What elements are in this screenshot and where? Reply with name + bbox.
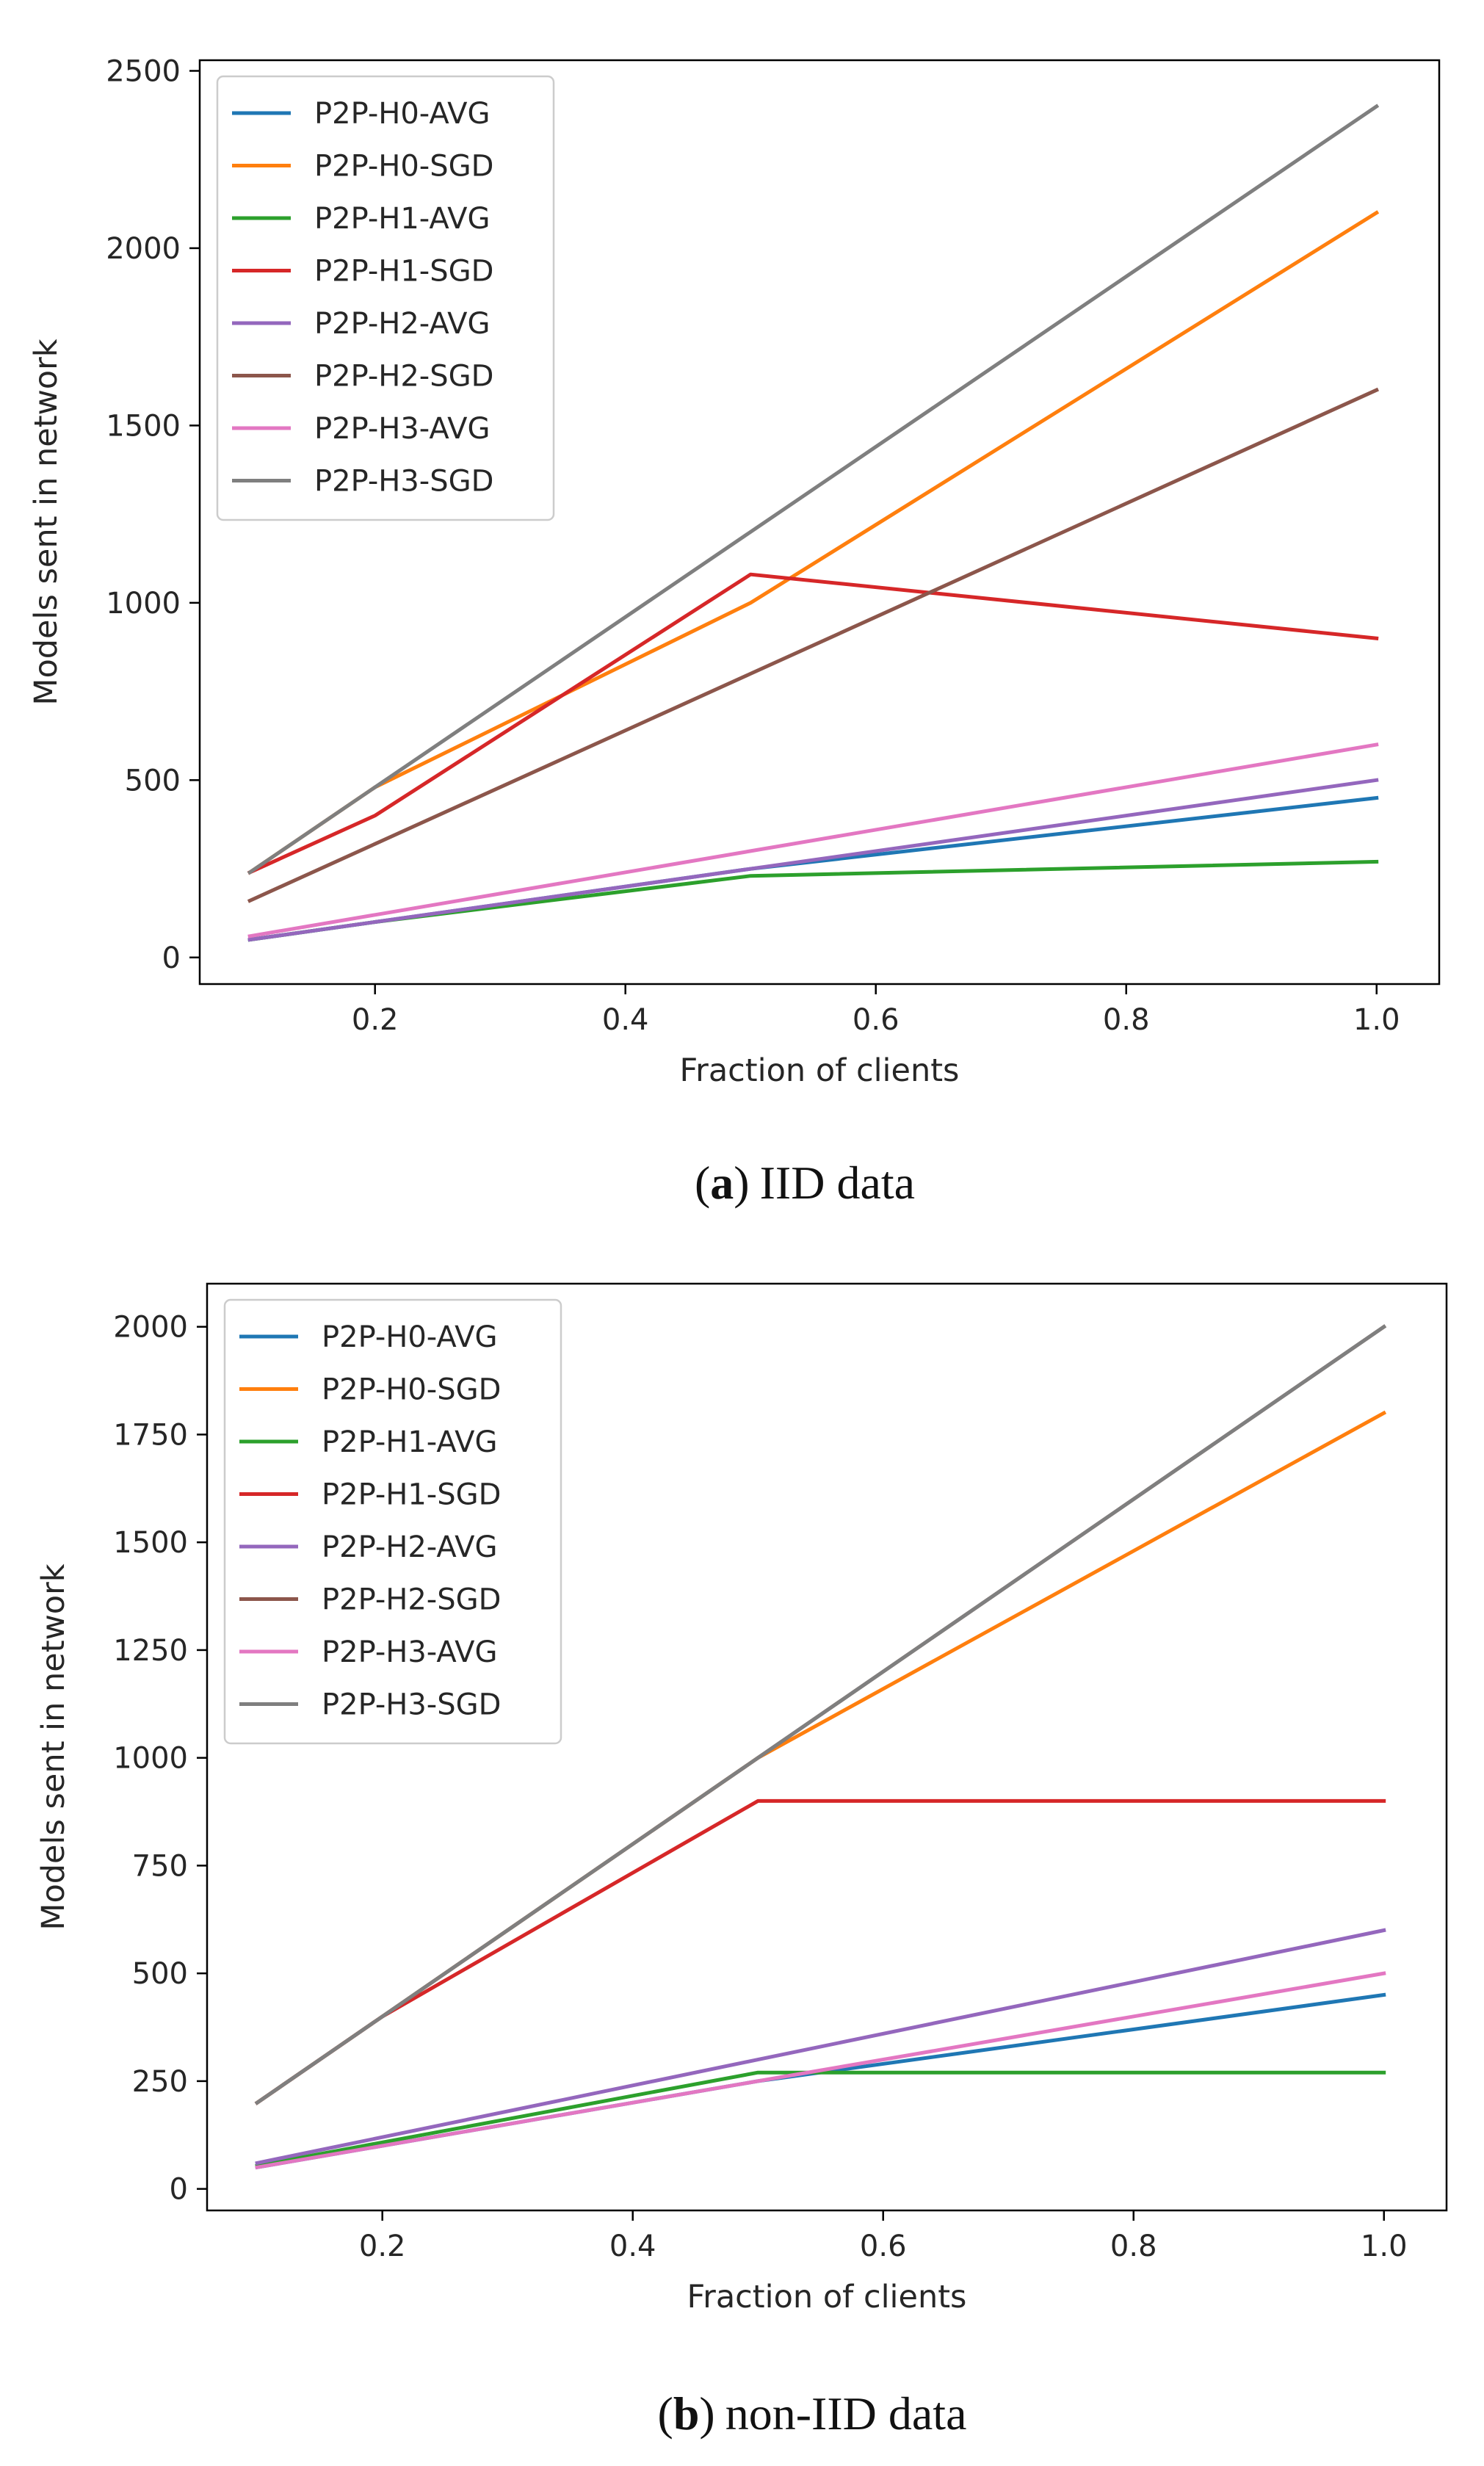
series-line-p2p-h2-sgd — [247, 387, 1380, 903]
y-axis-ticks: 0 250 500 750 1000 1250 1500 1750 2000 — [113, 1311, 207, 2207]
legend: P2P-H0-AVG P2P-H0-SGD P2P-H1-AVG P2P-H1-SGD… — [216, 75, 555, 521]
y-tick-label: 1250 — [113, 1634, 188, 1668]
x-axis-label: Fraction of clients — [680, 1052, 960, 1089]
legend-label: P2P-H2-AVG — [322, 1530, 498, 1564]
x-tick-label: 0.6 — [853, 1003, 900, 1037]
y-tick-label: 500 — [132, 1957, 188, 1991]
y-axis-label: Models sent in network — [28, 339, 65, 705]
legend-label: P2P-H1-AVG — [322, 1425, 498, 1459]
x-tick-label: 1.0 — [1353, 1003, 1400, 1037]
x-axis-ticks: 0.2 0.4 0.6 0.8 1.0 — [352, 984, 1400, 1037]
legend-label: P2P-H1-AVG — [314, 202, 491, 236]
y-tick-label: 1500 — [113, 1526, 188, 1560]
legend-label: P2P-H1-SGD — [314, 255, 493, 289]
legend-box — [216, 75, 555, 521]
series-line-p2p-h3-sgd — [247, 104, 1380, 875]
legend-label: P2P-H3-SGD — [314, 465, 493, 499]
legend-label: P2P-H0-AVG — [314, 97, 491, 131]
chart-panel-a: 0.2 0.4 0.6 0.8 1.0 0 500 1000 1500 2000 2500 Fra… — [28, 54, 1441, 1209]
legend-label: P2P-H0-SGD — [322, 1373, 501, 1407]
x-tick-label: 1.0 — [1361, 2230, 1408, 2263]
y-tick-label: 1000 — [106, 587, 181, 621]
x-tick-label: 0.4 — [609, 2230, 656, 2263]
x-tick-label: 0.6 — [860, 2230, 907, 2263]
series-line-p2p-h2-avg — [247, 778, 1379, 942]
x-tick-label: 0.2 — [352, 1003, 399, 1037]
y-tick-label: 1000 — [113, 1742, 188, 1776]
series-line-p2p-h3-avg — [255, 1971, 1386, 2170]
legend-label: P2P-H0-SGD — [314, 150, 493, 184]
y-tick-label: 2500 — [106, 54, 181, 88]
axes-frame — [198, 59, 1441, 986]
series-line-p2p-h1-sgd — [247, 572, 1379, 875]
caption: (b) non-IID data — [658, 2387, 967, 2440]
x-tick-label: 0.8 — [1103, 1003, 1150, 1037]
chart-panel-b: 0.2 0.4 0.6 0.8 1.0 0 250 500 750 1000 1250 1500 17… — [35, 1282, 1448, 2440]
y-tick-label: 0 — [162, 941, 181, 975]
x-tick-label: 0.2 — [359, 2230, 406, 2263]
x-axis-ticks: 0.2 0.4 0.6 0.8 1.0 — [359, 2210, 1408, 2263]
plot-area-border — [206, 1282, 1448, 2212]
y-tick-label: 2000 — [106, 232, 181, 266]
y-tick-label: 500 — [125, 764, 181, 798]
y-tick-label: 2000 — [113, 1311, 188, 1345]
series-line-p2p-h2-avg — [255, 1928, 1386, 2166]
legend-label: P2P-H2-AVG — [314, 307, 491, 341]
y-axis-ticks: 0 500 1000 1500 2000 2500 — [106, 54, 200, 975]
axes-frame — [206, 1282, 1448, 2212]
caption-label: non-IID data — [725, 2387, 967, 2440]
legend: P2P-H0-AVG P2P-H0-SGD P2P-H1-AVG P2P-H1-SGD… — [223, 1298, 562, 1745]
legend-label: P2P-H3-SGD — [322, 1688, 501, 1722]
y-tick-label: 250 — [132, 2065, 188, 2099]
series-line-p2p-h3-sgd — [254, 1324, 1387, 2105]
caption-letter: b — [673, 2387, 700, 2440]
y-tick-label: 0 — [170, 2173, 188, 2207]
y-tick-label: 1500 — [106, 409, 181, 443]
caption-label: IID data — [760, 1157, 915, 1209]
legend-label: P2P-H2-SGD — [314, 360, 493, 394]
series-lines — [254, 1324, 1387, 2170]
y-tick-label: 750 — [132, 1849, 188, 1883]
x-tick-label: 0.8 — [1110, 2230, 1157, 2263]
caption: (a) IID data — [695, 1157, 915, 1209]
plot-area-border — [198, 59, 1441, 986]
series-line-p2p-h1-avg — [255, 2070, 1386, 2168]
legend-label: P2P-H3-AVG — [314, 412, 491, 446]
x-axis-label: Fraction of clients — [687, 2279, 967, 2315]
caption-letter: a — [710, 1157, 734, 1209]
legend-label: P2P-H1-SGD — [322, 1478, 501, 1512]
x-tick-label: 0.4 — [602, 1003, 649, 1037]
y-tick-label: 1750 — [113, 1418, 188, 1452]
series-lines — [247, 104, 1380, 942]
legend-label: P2P-H2-SGD — [322, 1583, 501, 1617]
legend-label: P2P-H3-AVG — [322, 1635, 498, 1669]
legend-box — [223, 1298, 562, 1745]
y-axis-label: Models sent in network — [35, 1563, 72, 1930]
legend-label: P2P-H0-AVG — [322, 1320, 498, 1354]
series-line-p2p-h3-avg — [247, 742, 1379, 939]
